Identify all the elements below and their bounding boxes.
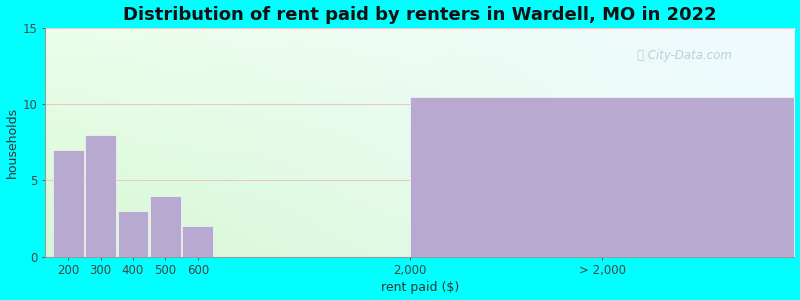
Bar bbox=[410, 97, 794, 256]
Text: ⓘ City-Data.com: ⓘ City-Data.com bbox=[637, 49, 732, 62]
Title: Distribution of rent paid by renters in Wardell, MO in 2022: Distribution of rent paid by renters in … bbox=[123, 6, 717, 24]
Y-axis label: households: households bbox=[6, 107, 18, 178]
Bar bbox=[150, 196, 181, 256]
X-axis label: rent paid ($): rent paid ($) bbox=[381, 281, 459, 294]
Bar bbox=[85, 135, 116, 256]
Bar bbox=[118, 211, 148, 256]
Bar bbox=[182, 226, 213, 256]
Bar bbox=[53, 150, 83, 256]
